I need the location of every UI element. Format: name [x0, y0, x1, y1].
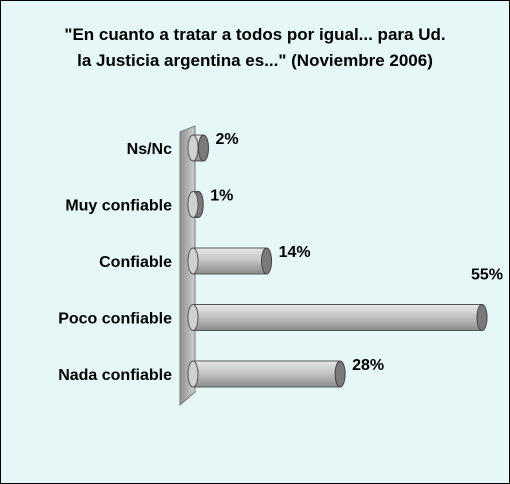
bar: [192, 247, 268, 275]
bar-base: [187, 247, 199, 275]
value-label: 14%: [279, 244, 311, 261]
category-label: Muy confiable: [65, 198, 172, 215]
value-label: 1%: [210, 188, 233, 205]
bar-cap: [476, 304, 488, 331]
category-label: Ns/Nc: [127, 141, 172, 158]
category-label: Nada confiable: [58, 367, 172, 384]
category-label: Poco confiable: [58, 311, 172, 328]
value-label: 2%: [216, 131, 239, 148]
bar-cap: [334, 360, 346, 388]
bar-base: [187, 304, 199, 331]
chart-title: "En cuanto a tratar a todos por igual...…: [64, 25, 446, 70]
bar-base: [187, 360, 199, 388]
bar-cap: [261, 247, 273, 275]
value-label: 28%: [352, 357, 384, 374]
value-label: 55%: [471, 267, 503, 284]
bar-base: [187, 134, 199, 162]
category-label: Confiable: [99, 254, 172, 271]
bar-base: [187, 191, 199, 218]
bar-cap: [198, 134, 210, 162]
bar: [192, 360, 341, 388]
bar: [192, 304, 483, 331]
